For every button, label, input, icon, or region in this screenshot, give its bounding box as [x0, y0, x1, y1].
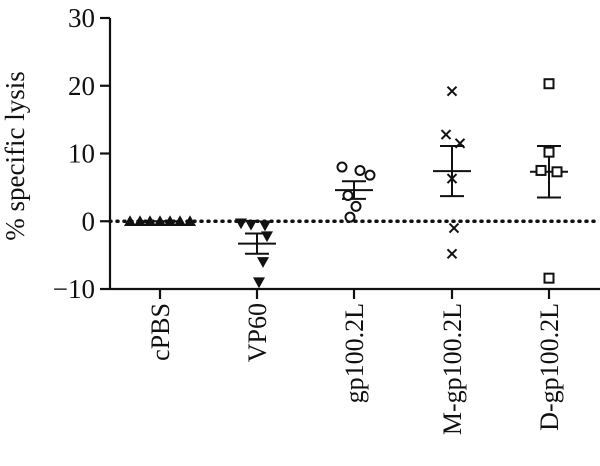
- data-point-stroke: [448, 222, 460, 234]
- data-point: [446, 173, 458, 184]
- data-point-stroke: [446, 173, 458, 184]
- data-point: [446, 248, 458, 259]
- error-bars: [141, 145, 568, 255]
- data-point-stroke: [454, 138, 466, 149]
- axes: [108, 18, 600, 291]
- data-point: [440, 129, 452, 140]
- data-points: [124, 78, 563, 289]
- y-axis-title: % specific lysis: [0, 71, 30, 240]
- category-labels: cPBS VP60 gp100.2L M-gp100.2L D-gp100.2L: [146, 303, 564, 435]
- y-tick-label: 0: [82, 206, 96, 236]
- data-point: [344, 211, 356, 223]
- data-point: [184, 215, 196, 227]
- data-point: [259, 220, 271, 232]
- data-point: [336, 161, 348, 173]
- data-point: [174, 215, 186, 227]
- y-tick-label: −10: [53, 274, 95, 304]
- data-point: [144, 215, 156, 227]
- data-point-stroke: [446, 248, 458, 259]
- data-point: [454, 138, 466, 149]
- y-tick-label: 30: [68, 3, 95, 33]
- data-point: [446, 85, 458, 97]
- data-point-stroke: [446, 85, 458, 97]
- data-point: [134, 215, 146, 227]
- y-tick-label: 20: [68, 71, 95, 101]
- category-label: M-gp100.2L: [438, 303, 467, 435]
- data-point: [350, 200, 362, 212]
- data-point: [154, 215, 166, 227]
- category-label: VP60: [243, 303, 272, 362]
- category-label: gp100.2L: [340, 303, 369, 403]
- data-point: [364, 169, 376, 181]
- data-point: [543, 78, 555, 90]
- data-point: [245, 219, 257, 231]
- category-label: D-gp100.2L: [535, 303, 564, 431]
- data-point: [354, 164, 366, 176]
- data-point: [124, 215, 136, 227]
- data-point: [342, 190, 354, 202]
- data-point: [543, 146, 555, 158]
- data-point: [253, 277, 265, 289]
- data-point: [551, 166, 563, 178]
- data-point: [535, 164, 547, 176]
- data-point: [235, 218, 247, 230]
- data-point: [543, 272, 555, 284]
- data-point-stroke: [440, 129, 452, 140]
- data-point: [164, 215, 176, 227]
- data-point: [257, 257, 269, 268]
- y-ticks: −10 0 10 20 30: [53, 3, 551, 304]
- y-tick-label: 10: [68, 139, 95, 169]
- data-point: [448, 222, 460, 234]
- data-point: [261, 231, 273, 243]
- category-label: cPBS: [146, 303, 175, 361]
